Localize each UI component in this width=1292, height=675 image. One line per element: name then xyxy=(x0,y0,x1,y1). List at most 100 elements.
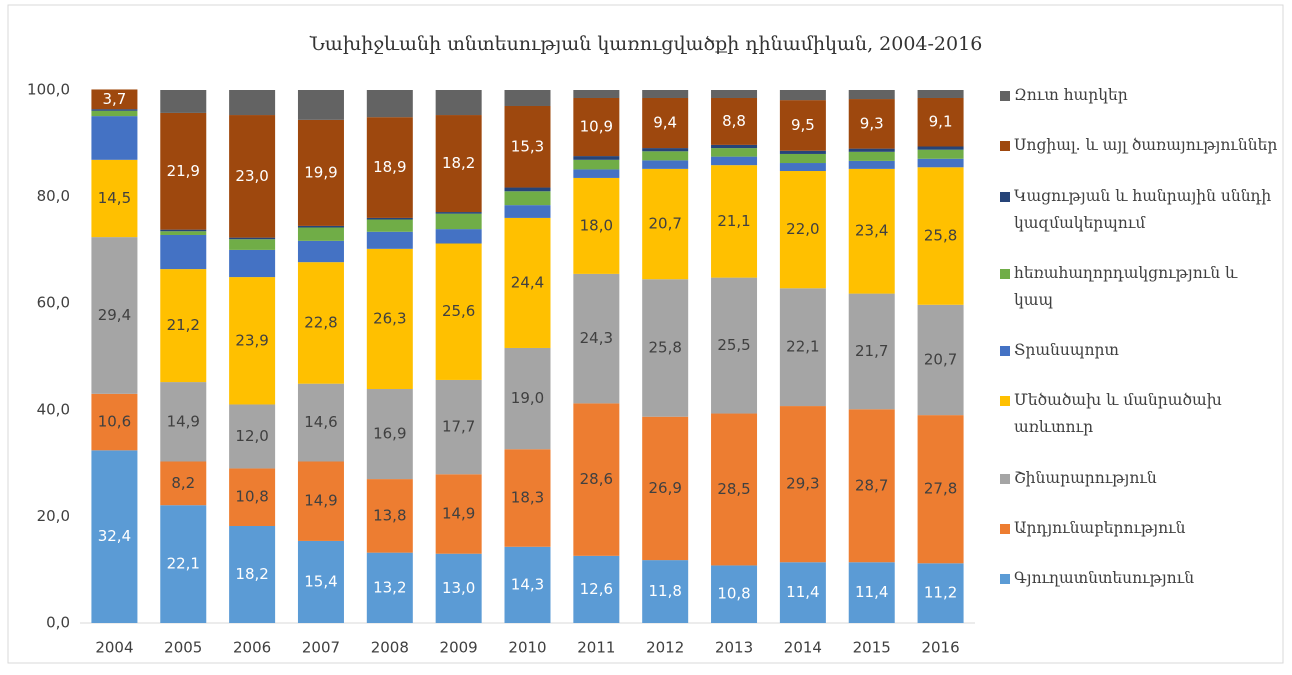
bar-segment xyxy=(711,565,758,623)
data-label: 14,3 xyxy=(511,575,544,593)
bar-segment xyxy=(435,243,482,380)
data-label: 23,9 xyxy=(235,331,268,349)
legend-swatch xyxy=(1000,523,1010,534)
bar-segment xyxy=(573,177,620,274)
bar-segment xyxy=(297,240,344,263)
bar-segment xyxy=(504,546,551,623)
data-label: 3,7 xyxy=(102,90,126,108)
data-label: 22,1 xyxy=(786,338,819,356)
bar-segment xyxy=(366,479,413,553)
bar-segment xyxy=(642,416,689,561)
data-label: 10,6 xyxy=(98,413,131,431)
data-label: 25,5 xyxy=(717,336,750,354)
bar-segment xyxy=(917,97,964,147)
data-label: 19,9 xyxy=(304,163,337,181)
bar-segment xyxy=(642,560,689,623)
data-label: 27,8 xyxy=(924,480,957,498)
data-label: 22,8 xyxy=(304,313,337,331)
data-label: 8,2 xyxy=(171,474,195,492)
data-label: 18,2 xyxy=(235,565,268,583)
bar-segment xyxy=(573,273,620,404)
bar-segment xyxy=(504,205,551,218)
data-label: 8,8 xyxy=(722,112,746,130)
data-label: 14,6 xyxy=(304,413,337,431)
data-label: 29,3 xyxy=(786,475,819,493)
bar-segment xyxy=(573,90,620,98)
legend-label: Գյուղատնտեսություն xyxy=(1014,569,1195,587)
bar-segment xyxy=(91,110,138,117)
data-label: 29,4 xyxy=(98,306,131,324)
bar-segment xyxy=(642,279,689,417)
data-label: 19,0 xyxy=(511,389,544,407)
legend-swatch xyxy=(1000,141,1010,152)
data-label: 20,7 xyxy=(648,215,681,233)
bar-segment xyxy=(160,90,207,113)
bar-segment xyxy=(779,90,826,101)
legend-swatch xyxy=(1000,473,1010,484)
bar-segment xyxy=(642,90,689,98)
bar-segment xyxy=(779,288,826,407)
bar-segment xyxy=(711,413,758,566)
bar-segment xyxy=(848,293,895,410)
bar-segment xyxy=(917,415,964,564)
bar-segment xyxy=(917,167,964,305)
legend-item: Գյուղատնտեսություն xyxy=(1000,565,1280,592)
data-label: 32,4 xyxy=(98,527,131,545)
bar-segment xyxy=(848,148,895,152)
legend-item: Արդյունաբերություն xyxy=(1000,515,1280,542)
y-tick-label: 80,0 xyxy=(37,187,70,205)
y-tick-label: 0,0 xyxy=(46,614,70,632)
x-tick-label: 2015 xyxy=(853,639,891,657)
data-label: 21,7 xyxy=(855,342,888,360)
bar-segment xyxy=(504,90,551,106)
legend-label: Սոցիալ. և այլ ծառայություններ xyxy=(1014,136,1278,155)
x-tick-label: 2008 xyxy=(371,639,409,657)
bar-segment xyxy=(848,562,895,623)
bar-segment xyxy=(573,555,620,623)
legend-swatch xyxy=(1000,574,1010,584)
y-tick-label: 20,0 xyxy=(37,507,70,525)
data-label: 9,4 xyxy=(653,114,677,132)
legend-item: Շինարարություն xyxy=(1000,465,1280,492)
bar-segment xyxy=(779,171,826,289)
data-label: 12,0 xyxy=(235,427,268,445)
bar-segment xyxy=(229,468,276,526)
bar-segment xyxy=(848,99,895,149)
bar-segment xyxy=(91,237,138,394)
data-label: 26,3 xyxy=(373,309,406,327)
bar-segment xyxy=(642,160,689,169)
data-label: 21,9 xyxy=(167,162,200,180)
bar-segment xyxy=(160,461,207,506)
data-label: 12,6 xyxy=(580,580,613,598)
bar-segment xyxy=(297,262,344,384)
bar-segment xyxy=(435,229,482,244)
bar-segment xyxy=(297,90,344,120)
bar-segment xyxy=(229,404,276,469)
data-label: 14,9 xyxy=(442,505,475,523)
bar-segment xyxy=(573,403,620,556)
bar-segment xyxy=(848,151,895,161)
bar-segment xyxy=(229,115,276,238)
bar-segment xyxy=(91,450,138,623)
legend-item: Մեծածախ և մանրածախ առևտուր xyxy=(1000,387,1280,441)
bar-segment xyxy=(504,217,551,348)
legend-label: Արդյունաբերություն xyxy=(1014,518,1186,537)
bar-segment xyxy=(297,383,344,462)
data-label: 21,2 xyxy=(167,316,200,334)
data-label: 24,3 xyxy=(580,329,613,347)
bar-segment xyxy=(779,562,826,623)
bar-segment xyxy=(573,97,620,157)
bar-segment xyxy=(91,89,138,110)
data-label: 28,5 xyxy=(717,480,750,498)
bar-segment xyxy=(366,217,413,220)
bar-segment xyxy=(848,409,895,563)
bar-segment xyxy=(573,156,620,160)
data-label: 26,9 xyxy=(648,479,681,497)
bar-segment xyxy=(91,159,138,238)
bar-segment xyxy=(435,474,482,554)
bar-segment xyxy=(160,505,207,623)
bar-segment xyxy=(917,146,964,150)
bar-segment xyxy=(711,144,758,149)
bar-segment xyxy=(848,168,895,294)
